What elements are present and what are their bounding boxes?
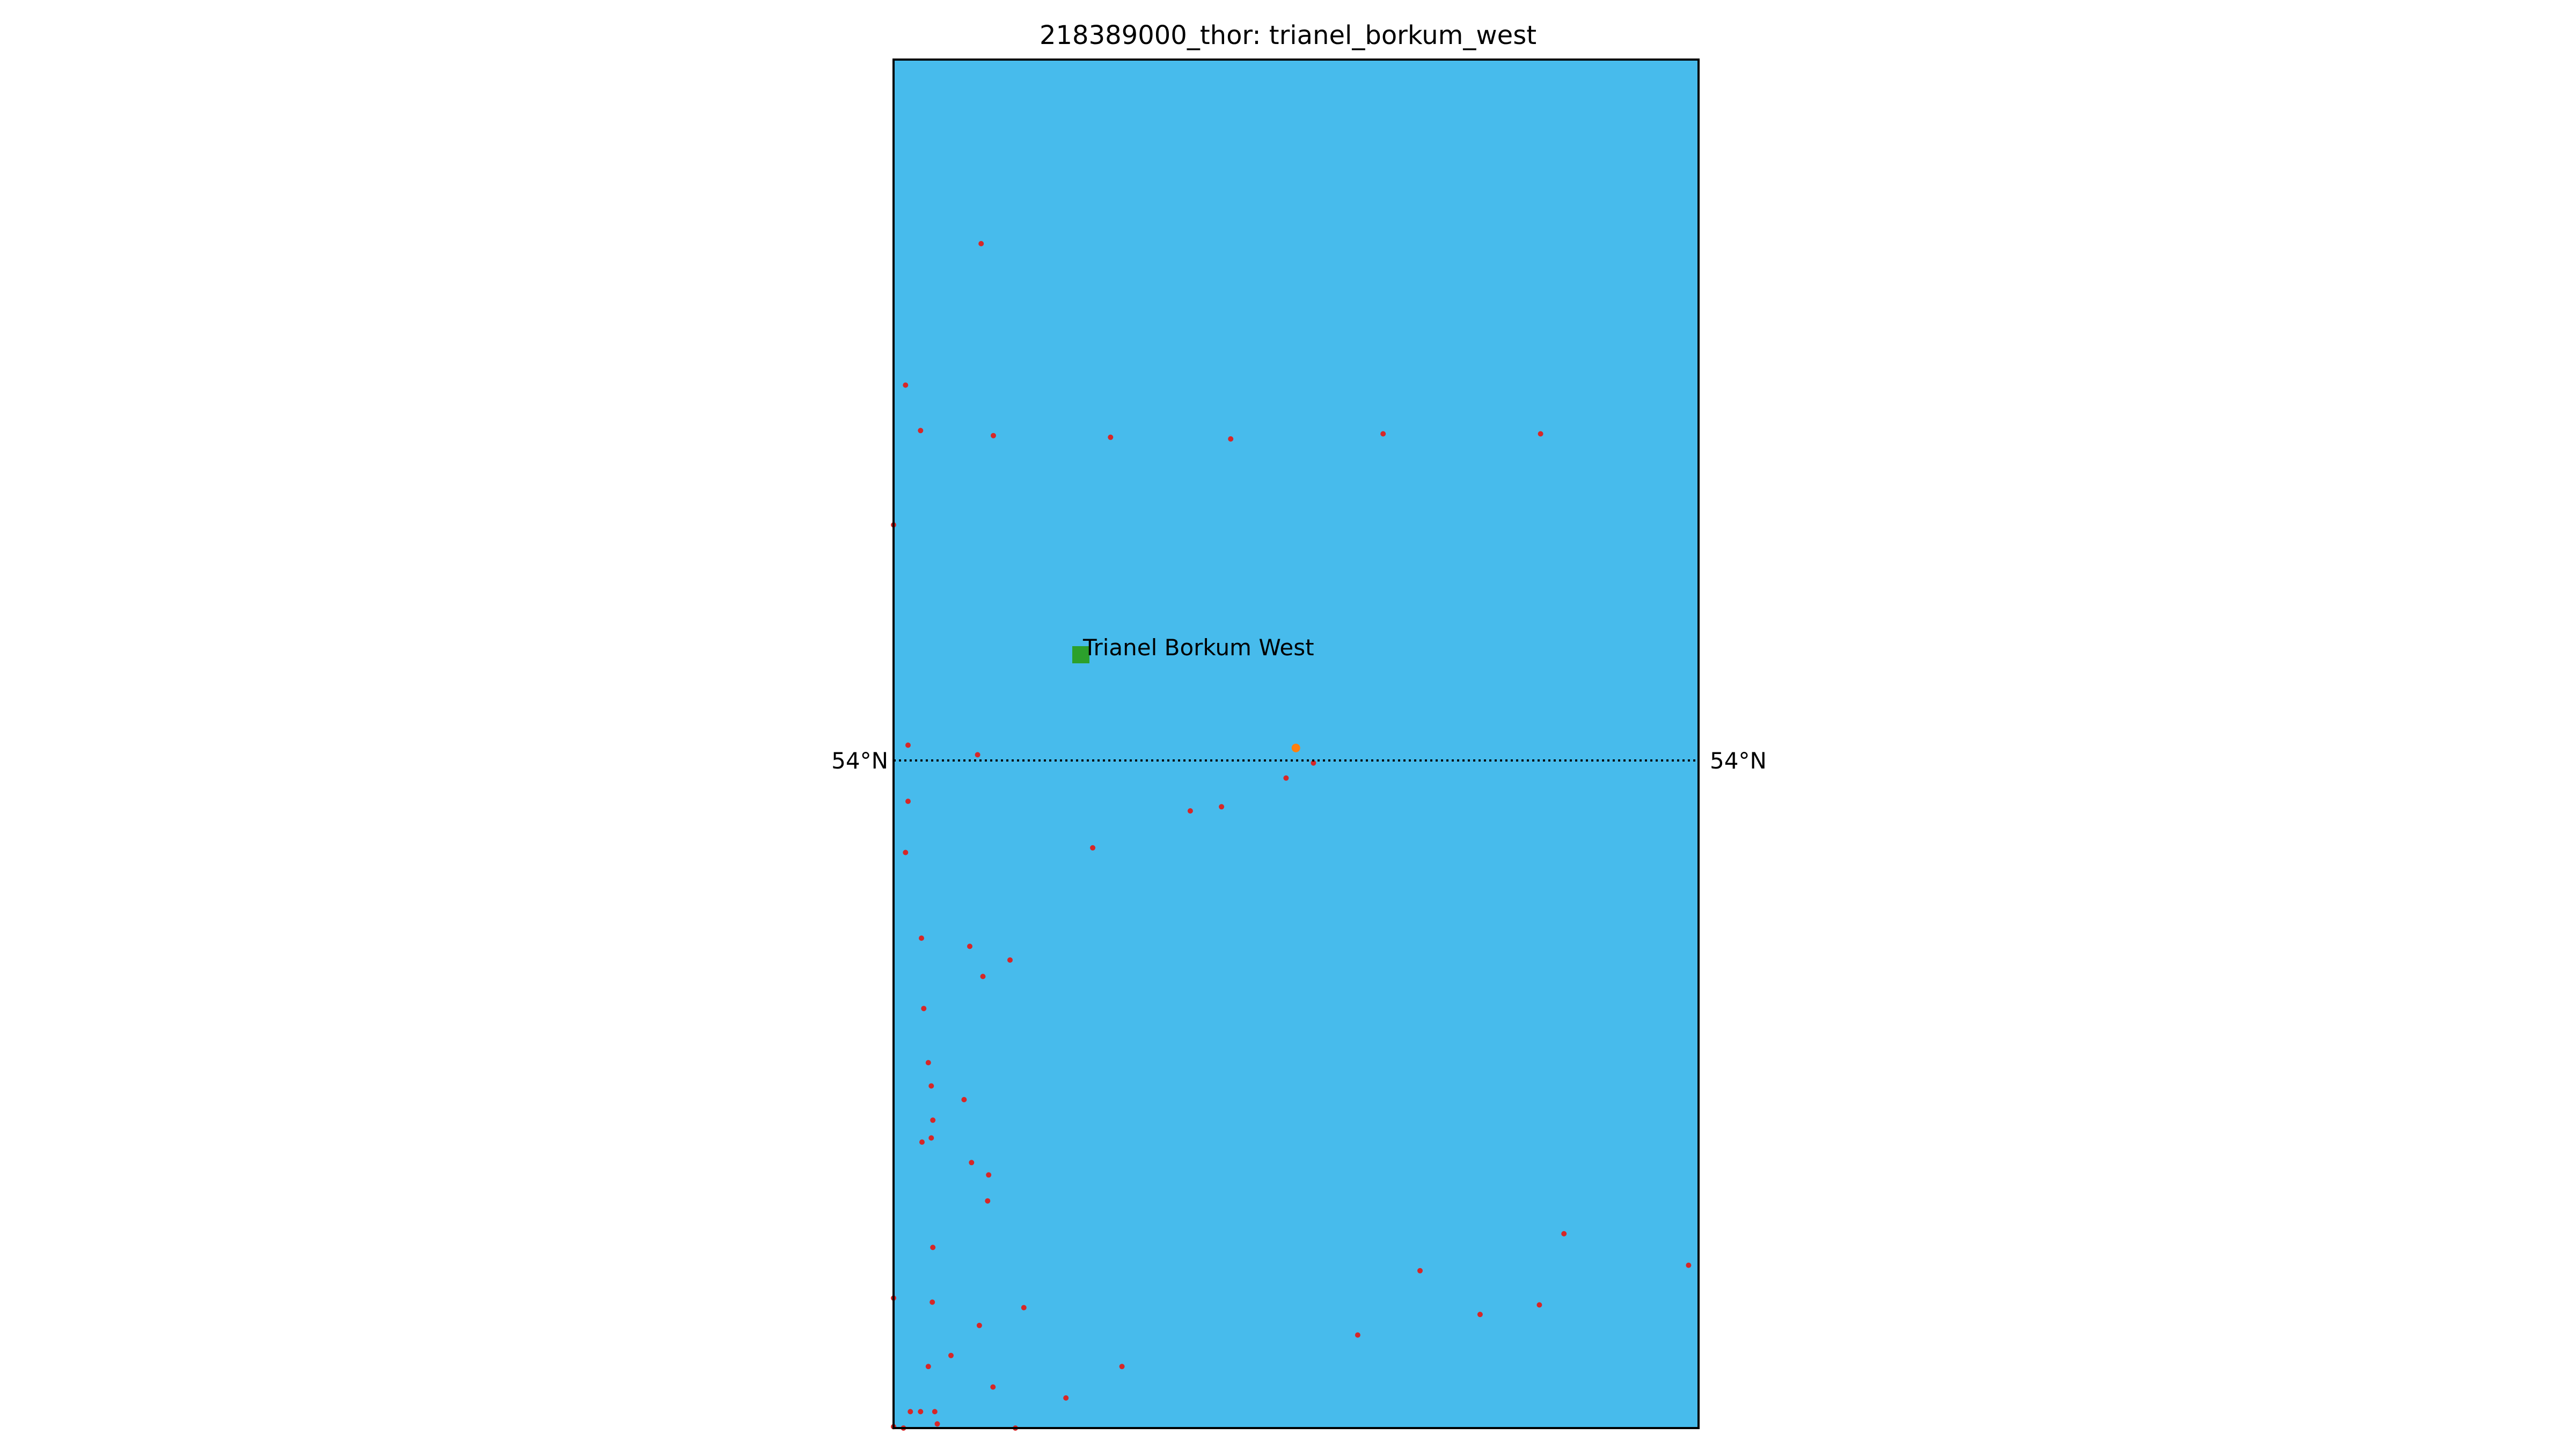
ship-track-point-49 <box>918 1409 924 1415</box>
ship-track-point-42 <box>1355 1332 1360 1338</box>
ship-track-point-5 <box>1228 436 1234 442</box>
ship-track-point-34 <box>1417 1268 1423 1274</box>
latitude-label-right: 54°N <box>1710 748 1767 774</box>
ship-track-point-1 <box>903 382 909 388</box>
ship-track-point-27 <box>928 1135 934 1141</box>
ship-track-point-29 <box>969 1160 975 1166</box>
ship-track-point-30 <box>986 1172 992 1178</box>
ship-track-point-23 <box>925 1060 931 1066</box>
ship-track-point-25 <box>961 1097 967 1102</box>
ship-track-point-26 <box>930 1117 936 1123</box>
ship-track-point-43 <box>948 1352 954 1358</box>
ship-track-point-32 <box>930 1245 936 1250</box>
ship-track-point-6 <box>1380 431 1386 437</box>
ship-track-point-19 <box>967 943 972 949</box>
site-marker-square[interactable] <box>1072 646 1089 663</box>
ship-track-point-21 <box>980 974 986 979</box>
ship-track-point-38 <box>1021 1305 1027 1311</box>
ship-track-point-45 <box>1119 1364 1125 1370</box>
ship-track-point-14 <box>1283 775 1289 781</box>
ship-track-point-50 <box>932 1409 938 1415</box>
ship-track-point-37 <box>930 1299 935 1305</box>
ship-track-point-3 <box>991 433 996 438</box>
latitude-label-left: 54°N <box>831 748 888 774</box>
ship-track-point-7 <box>1538 431 1543 437</box>
ship-track-point-11 <box>905 799 911 804</box>
ship-track-point-13 <box>1311 760 1316 766</box>
ship-track-point-48 <box>908 1409 913 1415</box>
ship-track-point-39 <box>976 1322 982 1328</box>
ship-track-point-33 <box>1561 1231 1567 1236</box>
ship-track-point-18 <box>919 935 924 941</box>
site-label: Trianel Borkum West <box>1082 634 1314 661</box>
ship-track-points <box>891 241 1692 1431</box>
ship-track-point-20 <box>1007 957 1013 963</box>
ship-track-point-41 <box>1477 1312 1483 1318</box>
ship-track-point-51 <box>934 1421 940 1427</box>
map-title: 218389000_thor: trianel_borkum_west <box>1039 20 1537 50</box>
ship-track-point-28 <box>919 1139 925 1145</box>
ship-track-point-4 <box>1108 434 1114 440</box>
ship-track-point-40 <box>1536 1302 1542 1308</box>
ship-track-point-2 <box>918 428 924 434</box>
ship-track-point-47 <box>1063 1395 1069 1401</box>
ship-track-point-44 <box>925 1364 931 1370</box>
ship-track-point-0 <box>978 241 984 246</box>
map-frame <box>892 58 1700 1429</box>
ship-track-point-24 <box>928 1083 934 1089</box>
ship-track-point-35 <box>1686 1262 1692 1268</box>
ship-track-point-31 <box>985 1198 991 1204</box>
ship-track-point-16 <box>1187 808 1193 814</box>
ship-track-point-46 <box>990 1384 996 1390</box>
highlight-ship-point <box>1291 743 1300 752</box>
ship-track-point-12 <box>903 850 909 855</box>
ship-track-point-22 <box>921 1006 927 1012</box>
ship-track-point-9 <box>905 742 911 748</box>
ship-track-point-15 <box>1219 804 1225 810</box>
ship-track-point-17 <box>1090 845 1096 851</box>
ship-track-point-10 <box>975 752 980 758</box>
